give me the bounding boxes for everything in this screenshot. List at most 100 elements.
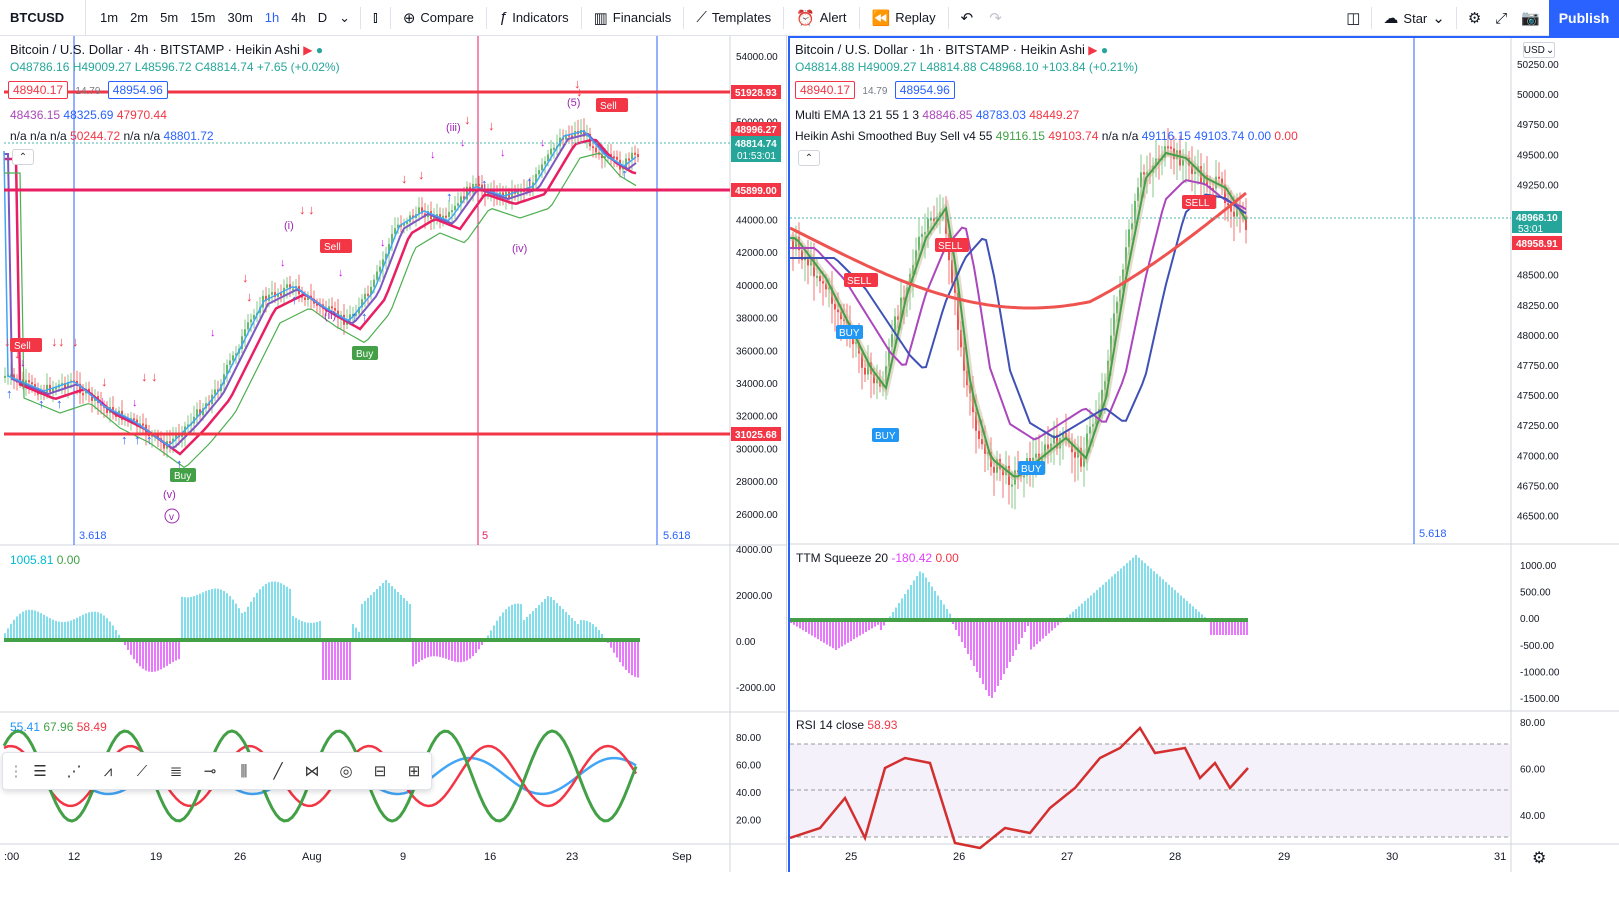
fib-icon[interactable]: ≣ bbox=[169, 763, 183, 780]
indicators-button[interactable]: ƒ Indicators bbox=[491, 0, 577, 36]
abc-pattern-icon[interactable]: ⩘ bbox=[103, 762, 113, 780]
publish-button[interactable]: Publish bbox=[1549, 0, 1619, 36]
chevron-up-icon: ⌃ bbox=[18, 151, 28, 163]
bid-price[interactable]: 48940.17 bbox=[8, 81, 69, 99]
price-tick: 48250.00 bbox=[1517, 301, 1559, 312]
hist-bar bbox=[562, 609, 564, 640]
compare-button[interactable]: ⊕ Compare bbox=[395, 0, 482, 36]
horizontal-lines-icon[interactable]: ☰ bbox=[33, 763, 47, 780]
drawing-toolbar[interactable]: ⋮ ☰ ⋰ ⩘ ⟋ ≣ ⊸ ⫼ ╱ ⋈ ◎ ⊟ ⊞ bbox=[2, 752, 432, 790]
interval-dropdown-icon[interactable]: ⌄ bbox=[339, 9, 351, 25]
chart-type-button[interactable]: ⫾ bbox=[365, 0, 386, 36]
buy-arrow: ↑ bbox=[176, 456, 183, 471]
price-label-bg bbox=[731, 85, 781, 99]
collapse-legend-button[interactable]: ⌃ bbox=[798, 150, 820, 166]
collapse-legend-button[interactable]: ⌃ bbox=[12, 149, 34, 165]
undo-button[interactable]: ↶ bbox=[953, 0, 982, 36]
interval-1h[interactable]: 1h bbox=[264, 10, 280, 25]
redo-button[interactable]: ↷ bbox=[981, 0, 1010, 36]
alert-button[interactable]: ⏰ Alert bbox=[788, 0, 854, 36]
financials-button[interactable]: ▥ Financials bbox=[586, 0, 680, 36]
interval-1m[interactable]: 1m bbox=[100, 10, 119, 25]
horizontal-ray-icon[interactable]: ⊸ bbox=[203, 763, 217, 780]
candle-body bbox=[1140, 172, 1142, 188]
ask-price[interactable]: 48954.96 bbox=[894, 81, 955, 99]
hist-bar bbox=[268, 582, 270, 640]
hist-bar bbox=[238, 608, 240, 640]
right-chart-panel[interactable]: SELL SELL SELL BUY BUY BUY 50250.00 50000.00 49… bbox=[788, 36, 1619, 872]
candle-body bbox=[274, 292, 276, 297]
divider bbox=[783, 6, 785, 29]
price-axis[interactable]: 50250.00 50000.00 49750.00 49500.00 49250.00… bbox=[1419, 60, 1562, 822]
hist-bar bbox=[256, 592, 258, 640]
left-chart-panel[interactable]: ↓ ↓ ↓ ↓ ↓ ↓ ↓ ↓ ↓ ↓ ↓ ↓ ↓ ↓ ↓ ↓ ↓ ↓ ↑ ↑ ↑ ↑ ↑ ↑ ↑ ↑ ↑ ↑ ↑ ↑ ↑ ↑ Sell Sell… bbox=[0, 36, 787, 872]
hist-bar bbox=[349, 640, 351, 680]
date-range-icon[interactable]: ⊞ bbox=[407, 763, 421, 780]
hist-bar bbox=[460, 640, 462, 663]
candle-body bbox=[1128, 229, 1130, 248]
right-bidask: 48940.17 14.79 48954.96 bbox=[795, 81, 955, 99]
candle-body bbox=[280, 293, 282, 296]
ha-val: 49116.15 bbox=[995, 129, 1045, 143]
trend-line-icon[interactable]: ⟋ bbox=[136, 762, 148, 780]
ttm-tick: 500.00 bbox=[1520, 588, 1551, 599]
candle-body bbox=[535, 174, 537, 183]
xabcd-pattern-icon[interactable]: ⋰ bbox=[66, 763, 82, 780]
snapshot-button[interactable]: 📷 bbox=[1514, 0, 1547, 36]
buy-arrow: ↑ bbox=[121, 432, 128, 447]
candle-body bbox=[25, 380, 27, 385]
hist-bar bbox=[418, 640, 420, 662]
bid-price[interactable]: 48940.17 bbox=[795, 81, 856, 99]
time-axis[interactable]: :00 12 19 26 Aug 9 16 23 Sep bbox=[4, 851, 692, 863]
gear-icon[interactable]: ⚙ bbox=[1532, 850, 1547, 867]
time-axis[interactable]: 25 26 27 28 29 30 31 bbox=[845, 851, 1506, 863]
interval-2m[interactable]: 2m bbox=[130, 10, 149, 25]
symbol-search[interactable]: BTCUSD bbox=[0, 0, 86, 36]
hist-bar bbox=[13, 619, 15, 640]
interval-4h[interactable]: 4h bbox=[291, 10, 306, 25]
interval-5m[interactable]: 5m bbox=[160, 10, 179, 25]
hist-bar bbox=[1129, 560, 1131, 620]
line-tool-icon[interactable]: ╱ bbox=[273, 763, 283, 780]
left-bidask: 48940.17 14.79 48954.96 bbox=[8, 81, 168, 99]
fullscreen-button[interactable]: ⤢ bbox=[1488, 0, 1514, 36]
templates-button[interactable]: ⟋ Templates bbox=[688, 0, 779, 36]
star-button[interactable]: ☁ Star ⌄ bbox=[1376, 0, 1451, 36]
candle-body bbox=[634, 152, 636, 155]
hist-bar bbox=[316, 621, 318, 640]
candle-body bbox=[169, 441, 171, 444]
hist-bar bbox=[307, 622, 309, 640]
sell-arrow: ↓ bbox=[58, 334, 65, 349]
settings-button[interactable]: ⚙ bbox=[1461, 0, 1488, 36]
pattern-icon[interactable]: ⋈ bbox=[304, 763, 320, 780]
drag-handle-icon[interactable]: ⋮ bbox=[8, 763, 24, 780]
ask-price[interactable]: 48954.96 bbox=[107, 81, 168, 99]
buy-tag: Buy bbox=[174, 471, 191, 482]
hist-bar bbox=[1156, 573, 1158, 620]
ind-val: n/a n/a n/a bbox=[10, 129, 67, 143]
price-axis[interactable]: 54000.0052000.0050000.0048000.0046000.00… bbox=[79, 52, 781, 827]
hist-bar bbox=[415, 640, 417, 665]
ind-val: n/a n/a bbox=[123, 129, 161, 143]
layout-button[interactable]: ◫ bbox=[1339, 0, 1367, 36]
currency-select[interactable]: USD ⌄ bbox=[1523, 42, 1555, 58]
left-chart-canvas[interactable]: ↓↓↓ ↓ ↓↓ ↓ ↓↓↓↓ ↓↓ ↓↓ ↓↓↓↑↑ ↑↑ ↑ ↑↑↑↑ ↑↑↑ ↑↑SellSell… bbox=[0, 36, 787, 872]
buy-arrow: ↑ bbox=[6, 386, 13, 401]
pitchfork-icon[interactable]: ⫼ bbox=[240, 762, 248, 780]
left-title-text: Bitcoin / U.S. Dollar · 4h · BITSTAMP · … bbox=[10, 42, 300, 57]
candle-body bbox=[364, 293, 366, 300]
buy-arrow: ↑ bbox=[526, 174, 533, 189]
price-range-icon[interactable]: ⊟ bbox=[373, 763, 387, 780]
left-indicator-1: 48436.15 48325.69 47970.44 bbox=[10, 108, 167, 122]
interval-30m[interactable]: 30m bbox=[227, 10, 253, 25]
interval-15m[interactable]: 15m bbox=[190, 10, 216, 25]
right-chart-canvas[interactable]: SELL SELL SELL BUY BUY BUY 50250.00 50000.00 49… bbox=[790, 38, 1619, 872]
divider bbox=[1455, 7, 1457, 29]
spiral-icon[interactable]: ◎ bbox=[339, 763, 353, 780]
price-tick: 44000.00 bbox=[736, 216, 778, 227]
interval-d[interactable]: D bbox=[317, 10, 328, 25]
replay-button[interactable]: ⏪ Replay bbox=[864, 0, 944, 36]
gear-icon: ⚙ bbox=[1467, 10, 1482, 27]
hist-bar bbox=[1189, 603, 1191, 620]
candle-body bbox=[289, 284, 291, 289]
